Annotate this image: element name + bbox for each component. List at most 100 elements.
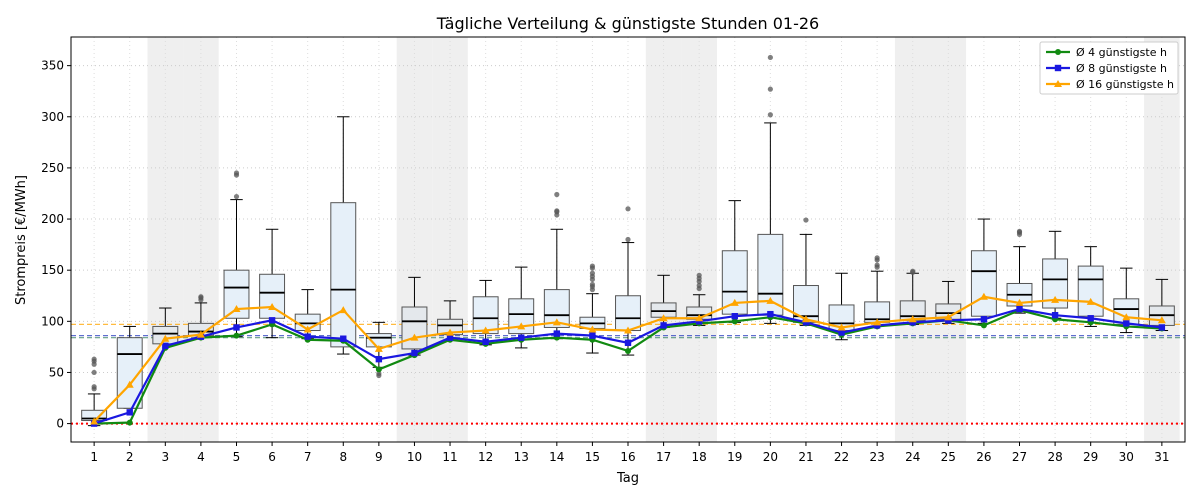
- series-point: [410, 333, 419, 341]
- x-axis-label: Tag: [616, 471, 639, 486]
- series-point: [553, 330, 561, 337]
- series-point: [731, 313, 738, 320]
- legend-label: Ø 4 günstigste h: [1076, 46, 1167, 59]
- legend-marker: [1054, 64, 1062, 72]
- x-tick-label: 15: [585, 450, 600, 464]
- legend: Ø 4 günstigste h Ø 8 günstigste h Ø 16 gün…: [1039, 41, 1179, 95]
- legend-marker: [1055, 49, 1061, 55]
- series-point: [1087, 315, 1094, 322]
- x-tick-label: 4: [197, 450, 205, 464]
- x-tick-label: 17: [656, 450, 671, 464]
- outlier-point: [696, 282, 702, 289]
- boxes-layer: [81, 54, 1175, 427]
- weekend-shade: [645, 37, 682, 442]
- series-point: [945, 317, 952, 324]
- x-tick-label: 12: [478, 450, 493, 464]
- x-tick-label: 3: [161, 450, 169, 464]
- x-tick-label: 20: [763, 450, 778, 464]
- series-point: [340, 335, 347, 342]
- series-point: [233, 332, 240, 339]
- legend-label: Ø 16 günstigste h: [1076, 78, 1174, 91]
- series-point: [552, 318, 561, 326]
- legend-entry: Ø 8 günstigste h: [1046, 62, 1167, 75]
- series-point: [268, 317, 276, 324]
- series-point: [730, 298, 739, 306]
- series-point: [980, 322, 987, 329]
- y-tick-label: 100: [41, 314, 64, 328]
- outlier-point: [1016, 228, 1023, 234]
- series-point: [1123, 320, 1130, 327]
- outlier-point: [233, 193, 240, 200]
- x-tick-label: 29: [1083, 450, 1098, 464]
- series-point: [374, 344, 383, 352]
- series-point: [268, 303, 277, 310]
- weekend-shade: [432, 37, 468, 442]
- legend-entry: Ø 16 günstigste h: [1046, 78, 1174, 91]
- series-point: [1016, 305, 1023, 313]
- x-tick-label: 26: [976, 450, 991, 464]
- box-day-29: [1077, 246, 1104, 327]
- weekend-shade: [183, 37, 219, 442]
- series-point: [518, 334, 525, 341]
- x-tick-label: 2: [126, 450, 134, 464]
- series-point: [375, 366, 382, 373]
- series-point: [767, 310, 774, 318]
- series-point: [162, 342, 169, 350]
- box-day-20: [757, 54, 784, 324]
- box-day-28: [1042, 230, 1069, 319]
- x-tick-label: 31: [1154, 450, 1169, 464]
- series-point: [766, 296, 775, 304]
- series-point: [1122, 313, 1131, 321]
- series-point: [588, 325, 597, 333]
- series-point: [801, 315, 810, 323]
- box-iqr: [615, 295, 641, 332]
- box-day-8: [330, 116, 357, 355]
- y-tick-label: 250: [41, 161, 64, 175]
- series-point: [303, 325, 312, 333]
- series-point: [1086, 297, 1095, 305]
- series-layer: [90, 292, 1166, 427]
- weekend-shade: [1144, 37, 1180, 442]
- series-point: [339, 306, 348, 314]
- series-point: [517, 322, 526, 330]
- outlier-point: [874, 262, 880, 268]
- outlier-point: [625, 206, 631, 212]
- x-tick-label: 18: [692, 450, 707, 464]
- series-point: [90, 417, 99, 425]
- series-point: [1157, 316, 1166, 324]
- legend-label: Ø 8 günstigste h: [1076, 62, 1167, 75]
- series-point: [589, 332, 596, 339]
- series-point: [837, 323, 846, 331]
- outlier-point: [376, 370, 382, 377]
- series-point: [624, 326, 632, 334]
- legend-entry: Ø 4 günstigste h: [1046, 46, 1167, 59]
- outlier-point: [554, 208, 560, 214]
- outlier-point: [91, 369, 97, 376]
- outlier-point: [696, 272, 702, 278]
- box-iqr: [721, 250, 748, 315]
- series-point: [446, 328, 455, 336]
- legend-box: [1039, 41, 1179, 95]
- series-point: [1015, 298, 1024, 306]
- box-iqr: [1077, 265, 1104, 317]
- box-day-15: [579, 263, 606, 354]
- outlier-point: [554, 191, 560, 198]
- outlier-point: [767, 54, 773, 61]
- outlier-point: [874, 255, 880, 261]
- x-tick-label: 5: [233, 450, 241, 464]
- x-tick-label: 23: [869, 450, 884, 464]
- chart-title: Tägliche Verteilung & günstigste Stunden…: [436, 14, 819, 33]
- outlier-point: [233, 170, 240, 176]
- y-tick-label: 0: [56, 417, 64, 431]
- series-point: [695, 314, 704, 322]
- legend-marker: [1054, 80, 1062, 87]
- box-day-1: [81, 356, 108, 427]
- series-point: [944, 313, 953, 321]
- series-point: [446, 334, 454, 341]
- x-tick-label: 8: [339, 450, 347, 464]
- x-tick-label: 24: [905, 450, 920, 464]
- x-tick-label: 10: [407, 450, 422, 464]
- series-point: [304, 333, 311, 340]
- outlier-point: [910, 268, 916, 274]
